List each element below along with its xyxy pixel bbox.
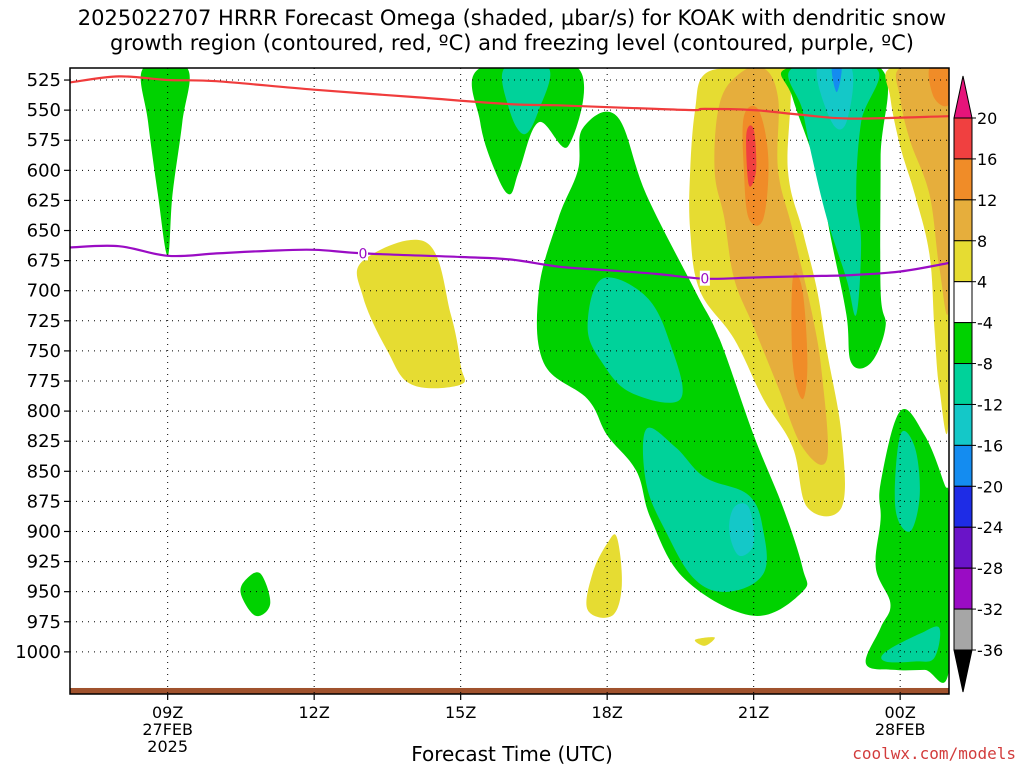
colorbar-label: 20: [977, 109, 997, 128]
x-tick-label: 12Z: [299, 703, 330, 722]
x-tick-label: 15Z: [445, 703, 476, 722]
colorbar-label: -20: [977, 477, 1003, 496]
chart-title-line1: 2025022707 HRRR Forecast Omega (shaded, …: [77, 6, 947, 30]
x-tick-label: 21Z: [738, 703, 769, 722]
omega-region: [356, 239, 466, 389]
x-tick-label: 00Z: [885, 703, 916, 722]
y-tick-label: 600: [27, 160, 61, 181]
colorbar-box: [953, 281, 973, 324]
colorbar-label: -36: [977, 641, 1003, 660]
colorbar-label: -28: [977, 559, 1003, 578]
omega-region: [729, 503, 755, 557]
colorbar-label: 12: [977, 191, 997, 210]
colorbar-label: -24: [977, 518, 1003, 537]
y-tick-label: 925: [27, 552, 61, 573]
y-tick-label: 900: [27, 521, 61, 542]
y-tick-label: 950: [27, 582, 61, 603]
y-tick-label: 750: [27, 341, 61, 362]
omega-region: [694, 637, 715, 646]
colorbar-label: -12: [977, 395, 1003, 414]
freezing-level-contour: [70, 244, 949, 280]
chart-title: 2025022707 HRRR Forecast Omega (shaded, …: [0, 6, 1024, 56]
y-tick-label: 725: [27, 311, 61, 332]
omega-region: [791, 272, 808, 400]
colorbar-box: [953, 485, 973, 528]
colorbar-box: [953, 567, 973, 610]
colorbar-box: [953, 444, 973, 487]
colorbar-box: [953, 117, 973, 160]
y-tick-label: 850: [27, 461, 61, 482]
colorbar-label: 4: [977, 273, 987, 292]
colorbar-box: [953, 608, 973, 651]
x-tick-label: 18Z: [592, 703, 623, 722]
y-tick-label: 675: [27, 251, 61, 272]
colorbar-box: [953, 322, 973, 365]
omega-region: [586, 534, 622, 618]
omega-region: [587, 277, 683, 403]
credit-text: coolwx.com/models: [852, 744, 1016, 763]
omega-region: [788, 68, 880, 316]
y-tick-label: 1000: [15, 642, 61, 663]
y-tick-label: 975: [27, 612, 61, 633]
colorbar-label: -32: [977, 600, 1003, 619]
y-tick-label: 525: [27, 70, 61, 91]
colorbar-label: -16: [977, 436, 1003, 455]
omega-region: [895, 68, 949, 315]
y-tick-label: 775: [27, 371, 61, 392]
y-tick-label: 650: [27, 221, 61, 242]
omega-region: [894, 430, 920, 532]
colorbar-box: [953, 158, 973, 201]
colorbar-label: -8: [977, 355, 993, 374]
grid-lines: [70, 68, 949, 694]
omega-region: [501, 68, 551, 135]
y-tick-label: 800: [27, 401, 61, 422]
colorbar-over-triangle: [953, 75, 973, 119]
y-tick-label: 550: [27, 100, 61, 121]
freezing-level-label-bg: [699, 270, 710, 286]
y-tick-label: 700: [27, 281, 61, 302]
x-tick-label: 28FEB: [875, 720, 926, 739]
colorbar-label: -4: [977, 314, 993, 333]
x-axis-title: Forecast Time (UTC): [411, 742, 613, 766]
omega-region: [240, 572, 271, 617]
terrain-strip: [70, 687, 949, 694]
y-tick-label: 825: [27, 431, 61, 452]
x-tick-label: 27FEB: [142, 720, 193, 739]
freezing-level-label: 0: [700, 272, 709, 288]
omega-shading: [70, 68, 949, 694]
colorbar-label: 8: [977, 232, 987, 251]
colorbar-box: [953, 526, 973, 569]
omega-region: [865, 409, 949, 683]
x-tick-label: 2025: [147, 737, 188, 756]
chart-title-line2: growth region (contoured, red, ºC) and f…: [110, 31, 914, 55]
freezing-level-label-bg: [358, 245, 368, 261]
colorbar-box: [953, 199, 973, 242]
y-tick-label: 625: [27, 190, 61, 211]
freezing-level-label: 0: [359, 246, 368, 262]
omega-region: [928, 68, 949, 107]
omega-region: [831, 68, 842, 93]
colorbar-under-triangle: [953, 649, 973, 693]
colorbar-box: [953, 240, 973, 283]
dendritic-snow-contour: [70, 75, 949, 120]
omega-region: [816, 68, 854, 130]
colorbar-box: [953, 363, 973, 405]
y-tick-label: 875: [27, 491, 61, 512]
contour-lines: 00: [70, 75, 949, 288]
y-tick-label: 575: [27, 130, 61, 151]
omega-region: [140, 68, 190, 256]
y-axis: 525 550 575 600 625 650 675 700 725 750 775 800 825 8…: [15, 70, 70, 663]
colorbar-label: 16: [977, 150, 997, 169]
omega-region: [881, 626, 941, 663]
colorbar: 20 16 12 8 4 -4 -8 -12 -16 -20 -24 -28 -32 -36: [953, 75, 1003, 693]
colorbar-box: [953, 403, 973, 446]
x-tick-label: 09Z: [152, 703, 183, 722]
